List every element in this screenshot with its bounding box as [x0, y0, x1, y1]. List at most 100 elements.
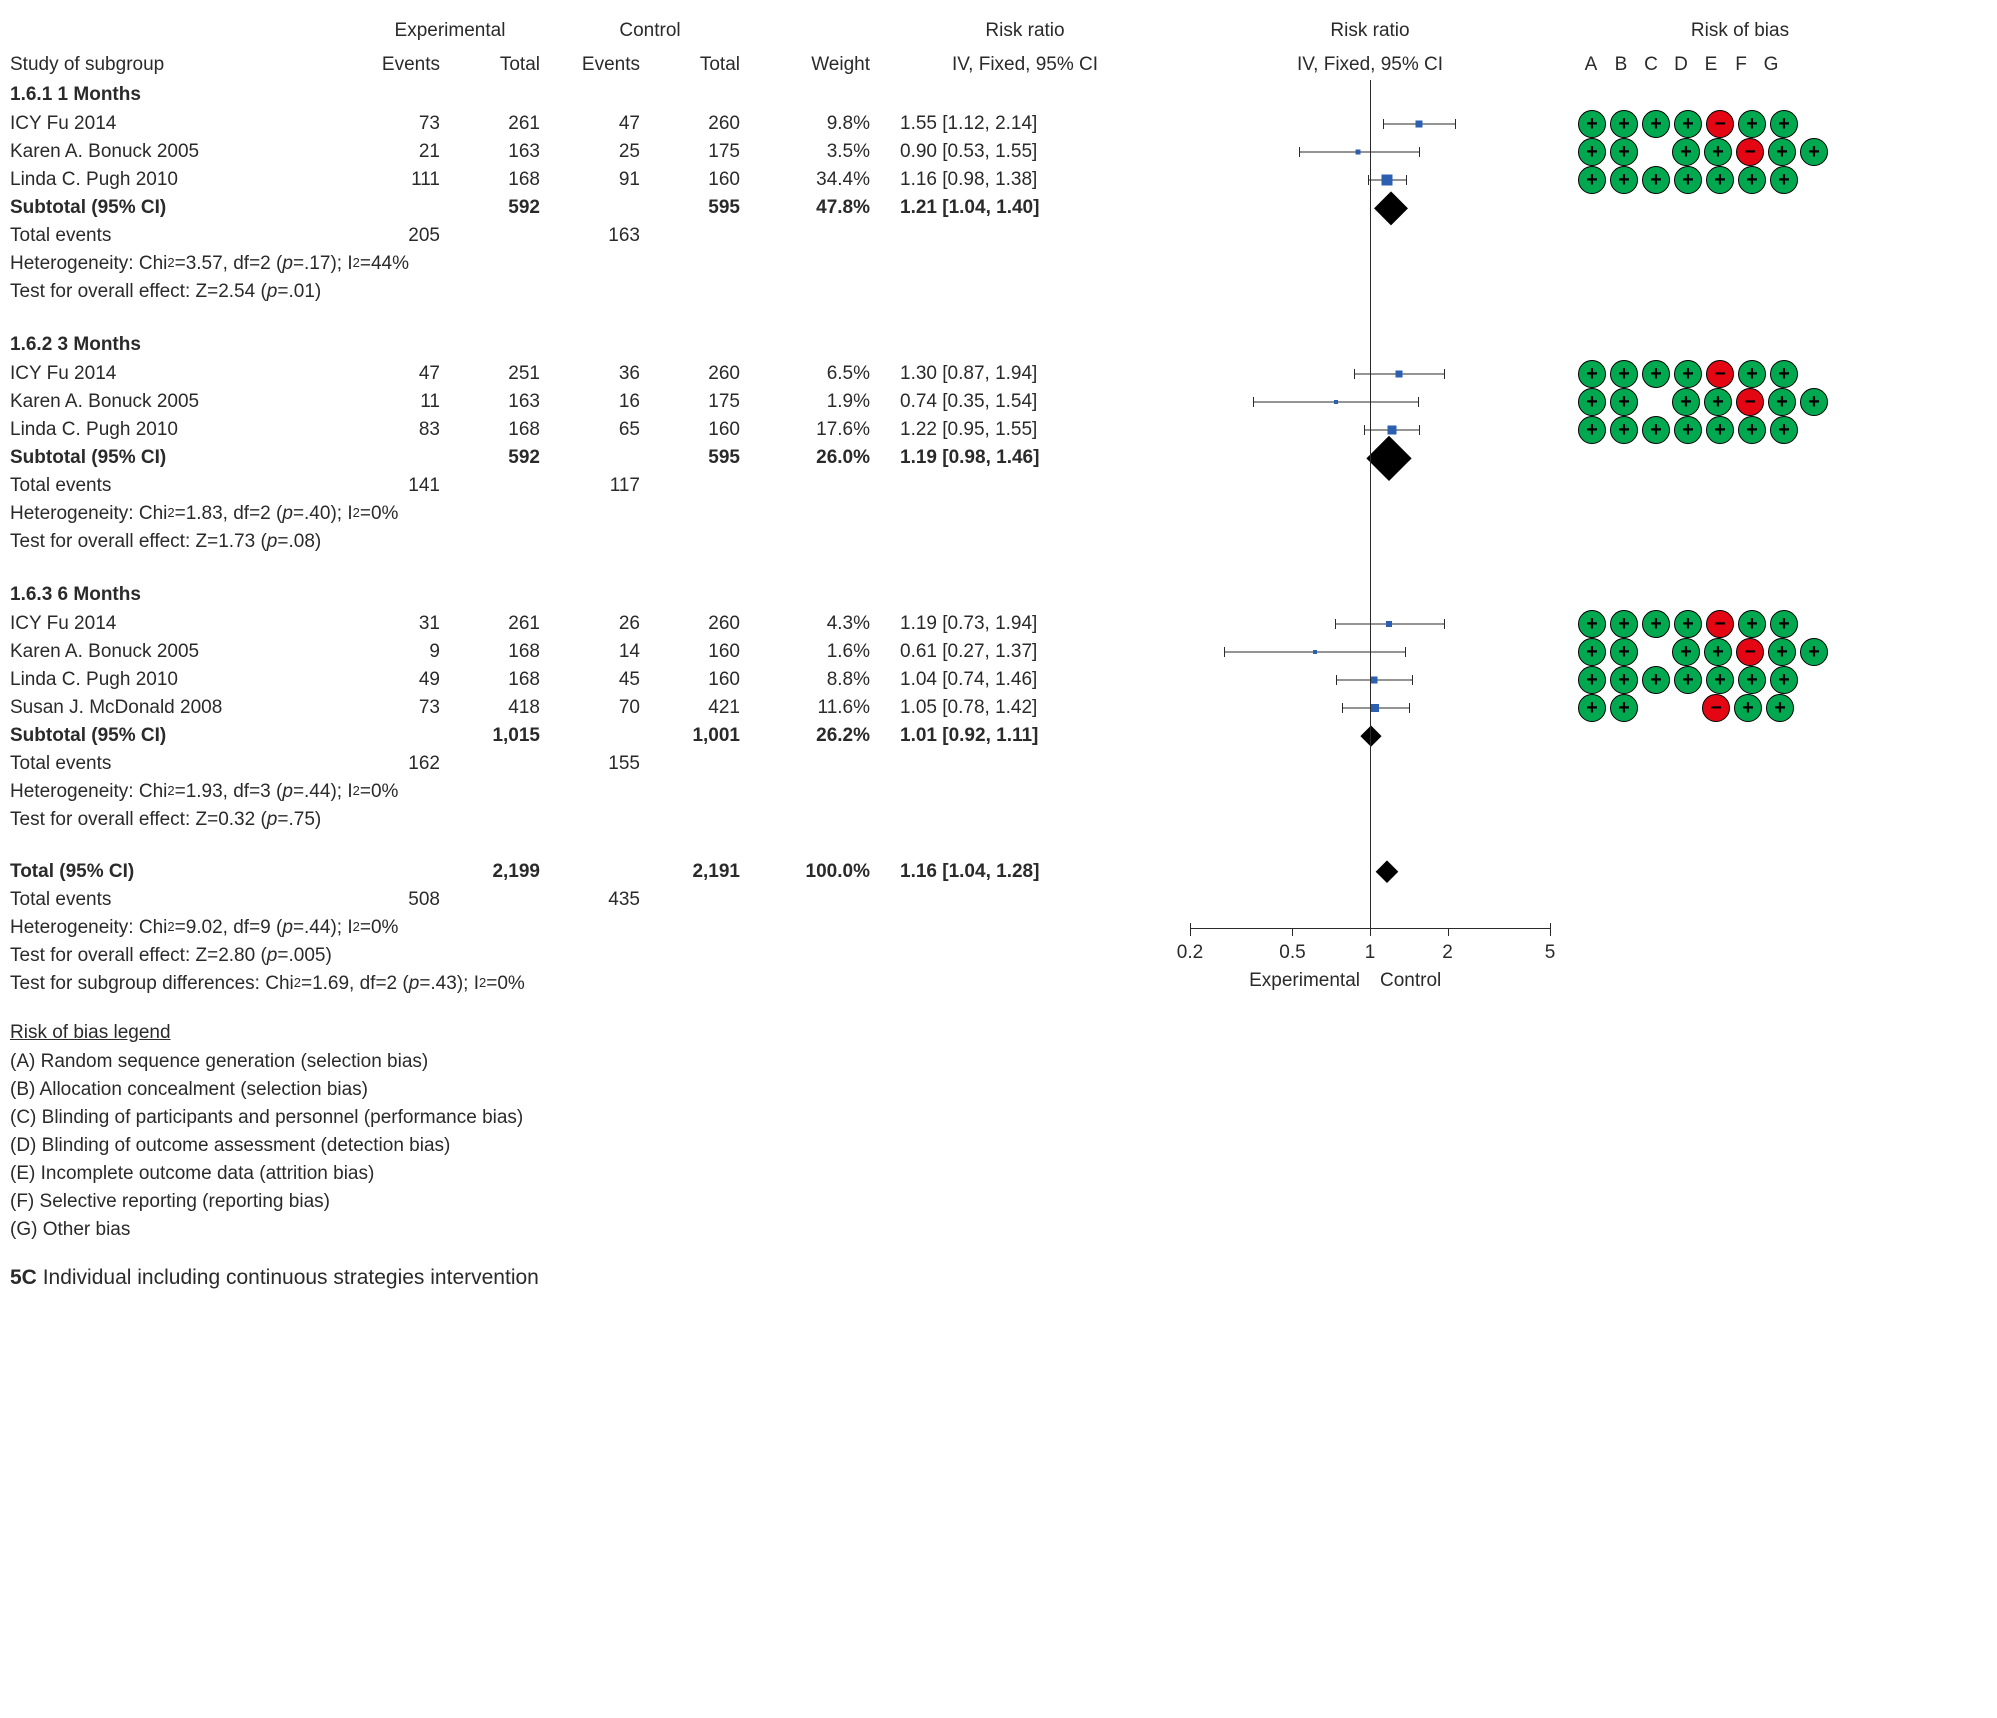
study-row: Linda C. Pugh 201049168451608.8%1.04 [0.… — [10, 666, 1980, 694]
rob-low-icon: + — [1578, 110, 1606, 138]
rob-low-icon: + — [1768, 388, 1796, 416]
total-events-row: Total events205163 — [10, 222, 1980, 250]
rob-high-icon: − — [1736, 638, 1764, 666]
effect-test-text: Test for overall effect: Z=2.54 (p=.01) — [10, 278, 1980, 306]
null-effect-line — [1370, 80, 1371, 928]
legend-item: (A) Random sequence generation (selectio… — [10, 1048, 1980, 1076]
total-events-row: Total events141117 — [10, 472, 1980, 500]
rob-low-icon: + — [1738, 666, 1766, 694]
rob-low-icon: + — [1706, 166, 1734, 194]
rob-low-icon: + — [1578, 694, 1606, 722]
rob-high-icon: − — [1736, 388, 1764, 416]
point-estimate-icon — [1416, 121, 1423, 128]
rob-low-icon: + — [1734, 694, 1762, 722]
rob-low-icon: + — [1642, 110, 1670, 138]
rob-low-icon: + — [1704, 388, 1732, 416]
subgroup-title: 1.6.3 6 Months — [10, 580, 1980, 610]
rob-low-icon: + — [1610, 166, 1638, 194]
rob-high-icon: − — [1706, 360, 1734, 388]
grand-total-row: Total (95% CI)2,1992,191100.0%1.16 [1.04… — [10, 858, 1980, 886]
rob-low-icon: + — [1610, 666, 1638, 694]
subtotal-row: Subtotal (95% CI)1,0151,00126.2%1.01 [0.… — [10, 722, 1980, 750]
heterogeneity-text: Heterogeneity: Chi2=3.57, df=2 (p=.17); … — [10, 250, 1980, 278]
rob-low-icon: + — [1642, 416, 1670, 444]
point-estimate-icon — [1371, 677, 1378, 684]
risk-of-bias-row: +++++++ — [1570, 166, 1910, 194]
risk-of-bias-row: ++++−++ — [1570, 610, 1910, 638]
figure-caption: 5C Individual including continuous strat… — [10, 1266, 1980, 1290]
study-row: Karen A. Bonuck 200511163161751.9%0.74 [… — [10, 388, 1980, 416]
total-events-row: Total events162155 — [10, 750, 1980, 778]
rob-high-icon: − — [1706, 610, 1734, 638]
pooled-diamond-icon — [1375, 191, 1408, 224]
rob-low-icon: + — [1672, 388, 1700, 416]
risk-of-bias-row: +++++++ — [1570, 416, 1910, 444]
rob-low-icon: + — [1610, 610, 1638, 638]
rob-low-icon: + — [1642, 166, 1670, 194]
point-estimate-icon — [1356, 150, 1361, 155]
rob-low-icon: + — [1768, 638, 1796, 666]
rob-low-icon: + — [1578, 638, 1606, 666]
study-row: Karen A. Bonuck 20059168141601.6%0.61 [0… — [10, 638, 1980, 666]
legend-item: (G) Other bias — [10, 1216, 1980, 1244]
rob-high-icon: − — [1736, 138, 1764, 166]
point-estimate-icon — [1334, 400, 1338, 404]
study-row: Karen A. Bonuck 200521163251753.5%0.90 [… — [10, 138, 1980, 166]
axis-ticks: 0.20.5125 — [1170, 942, 1570, 970]
pooled-diamond-icon — [1375, 860, 1398, 883]
rob-low-icon: + — [1672, 638, 1700, 666]
risk-of-bias-row: ++++−++ — [1570, 360, 1910, 388]
point-estimate-icon — [1371, 704, 1379, 712]
rob-low-icon: + — [1578, 360, 1606, 388]
study-row: Susan J. McDonald 2008734187042111.6%1.0… — [10, 694, 1980, 722]
subgroup-title: 1.6.1 1 Months — [10, 80, 1980, 110]
forest-body: 1.6.1 1 MonthsICY Fu 201473261472609.8%1… — [10, 80, 1980, 998]
forest-plot-figure: ExperimentalControlRisk ratioRisk ratioR… — [10, 20, 1980, 1290]
header-groups: ExperimentalControlRisk ratioRisk ratioR… — [10, 20, 1980, 50]
rob-low-icon: + — [1578, 388, 1606, 416]
rob-low-icon: + — [1800, 638, 1828, 666]
rob-low-icon: + — [1578, 666, 1606, 694]
rob-low-icon: + — [1672, 138, 1700, 166]
legend-item: (C) Blinding of participants and personn… — [10, 1104, 1980, 1132]
rob-low-icon: + — [1578, 138, 1606, 166]
rob-low-icon: + — [1706, 666, 1734, 694]
subgroup-title: 1.6.2 3 Months — [10, 330, 1980, 360]
stats-row: Test for overall effect: Z=2.80 (p=.005)… — [10, 942, 1980, 970]
rob-low-icon: + — [1674, 610, 1702, 638]
rob-low-icon: + — [1610, 694, 1638, 722]
rob-low-icon: + — [1610, 360, 1638, 388]
heterogeneity-text: Heterogeneity: Chi2=1.93, df=3 (p=.44); … — [10, 778, 1980, 806]
rob-low-icon: + — [1674, 166, 1702, 194]
study-row: Linda C. Pugh 20101111689116034.4%1.16 [… — [10, 166, 1980, 194]
risk-of-bias-row: ++++−++ — [1570, 110, 1910, 138]
rob-low-icon: + — [1704, 638, 1732, 666]
rob-low-icon: + — [1766, 694, 1794, 722]
rob-low-icon: + — [1770, 416, 1798, 444]
legend-item: (D) Blinding of outcome assessment (dete… — [10, 1132, 1980, 1160]
rob-low-icon: + — [1642, 666, 1670, 694]
pooled-diamond-icon — [1361, 726, 1382, 747]
subtotal-row: Subtotal (95% CI)59259526.0%1.19 [0.98, … — [10, 444, 1980, 472]
rob-low-icon: + — [1738, 416, 1766, 444]
rob-low-icon: + — [1706, 416, 1734, 444]
risk-of-bias-row: ++−++ — [1570, 694, 1910, 722]
rob-low-icon: + — [1674, 110, 1702, 138]
point-estimate-icon — [1388, 426, 1397, 435]
rob-low-icon: + — [1610, 138, 1638, 166]
rob-low-icon: + — [1610, 388, 1638, 416]
rob-low-icon: + — [1578, 166, 1606, 194]
rob-low-icon: + — [1610, 638, 1638, 666]
rob-low-icon: + — [1674, 666, 1702, 694]
point-estimate-icon — [1396, 371, 1403, 378]
rob-low-icon: + — [1770, 360, 1798, 388]
legend-item: (F) Selective reporting (reporting bias) — [10, 1188, 1980, 1216]
legend-item: (B) Allocation concealment (selection bi… — [10, 1076, 1980, 1104]
study-row: ICY Fu 201447251362606.5%1.30 [0.87, 1.9… — [10, 360, 1980, 388]
rob-low-icon: + — [1770, 110, 1798, 138]
rob-low-icon: + — [1610, 416, 1638, 444]
rob-high-icon: − — [1702, 694, 1730, 722]
rob-low-icon: + — [1642, 610, 1670, 638]
grand-events-row: Total events508435 — [10, 886, 1980, 914]
rob-low-icon: + — [1642, 360, 1670, 388]
